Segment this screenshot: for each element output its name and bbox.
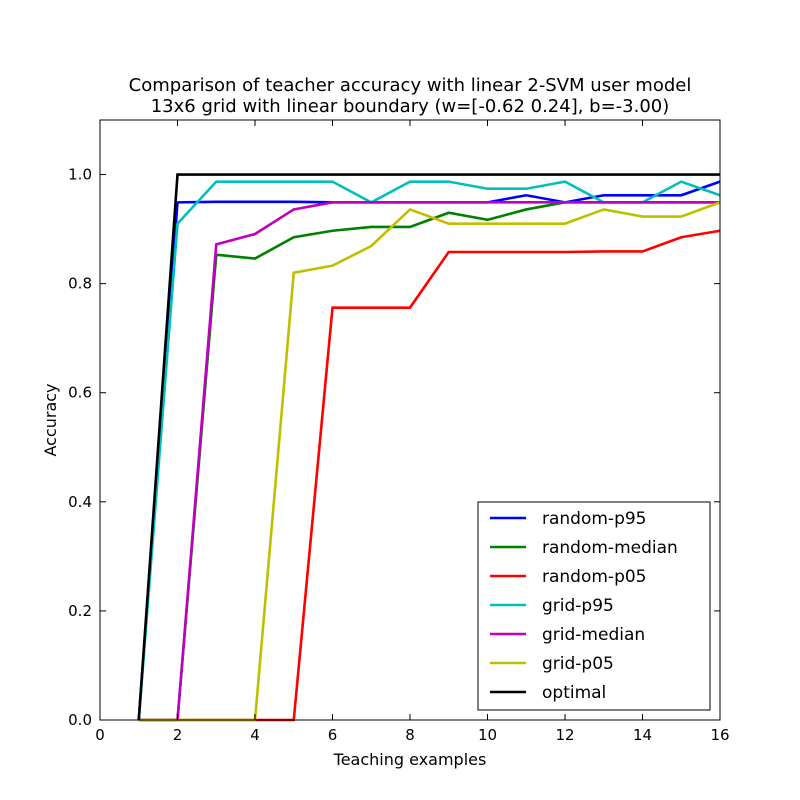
y-tick-label: 0.4 (68, 493, 92, 511)
legend-label: optimal (542, 683, 606, 703)
x-tick-label: 14 (633, 726, 652, 744)
x-tick-label: 12 (555, 726, 574, 744)
y-axis-label: Accuracy (41, 383, 60, 456)
x-tick-label: 2 (173, 726, 183, 744)
x-tick-label: 16 (710, 726, 729, 744)
y-tick-label: 1.0 (68, 166, 92, 184)
legend-label: grid-p95 (542, 596, 614, 616)
x-tick-label: 10 (478, 726, 497, 744)
legend-item-random-p95: random-p95 (490, 509, 647, 529)
x-tick-label: 4 (250, 726, 260, 744)
legend-label: random-p95 (542, 509, 647, 529)
chart-subtitle: 13x6 grid with linear boundary (w=[-0.62… (151, 96, 670, 117)
legend-label: grid-median (542, 625, 645, 645)
legend-label: grid-p05 (542, 654, 614, 674)
legend: random-p95 random-median random-p05 grid-p9… (477, 501, 711, 711)
legend-item-optimal: optimal (490, 683, 606, 703)
x-tick-label: 8 (405, 726, 415, 744)
y-tick-label: 0.0 (68, 711, 92, 729)
legend-item-random-median: random-median (490, 538, 678, 558)
legend-label: random-median (542, 538, 678, 558)
legend-label: random-p05 (542, 567, 647, 587)
x-tick-label: 0 (95, 726, 105, 744)
x-axis-label: Teaching examples (333, 750, 487, 769)
y-tick-label: 0.8 (68, 275, 92, 293)
chart-title: Comparison of teacher accuracy with line… (129, 75, 692, 96)
ticks-layer: 0 2 4 6 8 10 12 14 16 0.0 0.2 0.4 0.6 0.8 1.0 (68, 120, 730, 744)
legend-items: random-p95 random-median random-p05 grid-p9… (490, 509, 678, 703)
legend-item-random-p05: random-p05 (490, 567, 647, 587)
x-tick-label: 6 (328, 726, 338, 744)
legend-item-grid-median: grid-median (490, 625, 645, 645)
legend-item-grid-p95: grid-p95 (490, 596, 614, 616)
legend-item-grid-p05: grid-p05 (490, 654, 614, 674)
series-line-grid-median (138, 201, 720, 722)
y-tick-label: 0.6 (68, 384, 92, 402)
y-tick-label: 0.2 (68, 602, 92, 620)
series-line-optimal (137, 173, 720, 721)
